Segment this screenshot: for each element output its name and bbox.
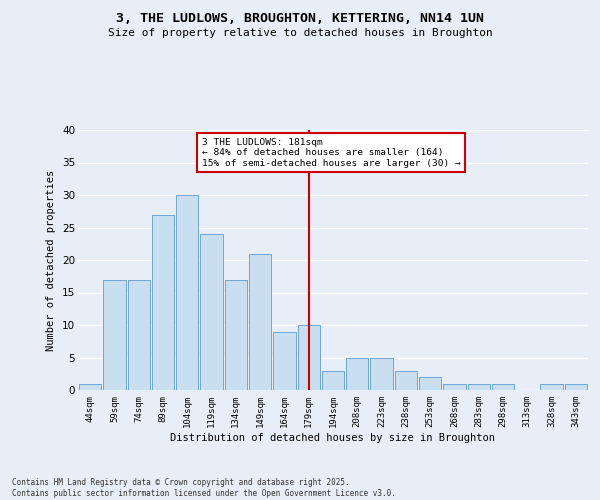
Bar: [541, 384, 563, 390]
Text: 3 THE LUDLOWS: 181sqm
← 84% of detached houses are smaller (164)
15% of semi-det: 3 THE LUDLOWS: 181sqm ← 84% of detached …: [202, 138, 461, 168]
Text: Size of property relative to detached houses in Broughton: Size of property relative to detached ho…: [107, 28, 493, 38]
Bar: [273, 332, 296, 390]
Bar: [419, 377, 442, 390]
Bar: [224, 280, 247, 390]
X-axis label: Distribution of detached houses by size in Broughton: Distribution of detached houses by size …: [170, 432, 496, 442]
Bar: [467, 384, 490, 390]
Bar: [103, 280, 125, 390]
Text: Contains HM Land Registry data © Crown copyright and database right 2025.
Contai: Contains HM Land Registry data © Crown c…: [12, 478, 396, 498]
Bar: [298, 325, 320, 390]
Bar: [322, 370, 344, 390]
Text: 3, THE LUDLOWS, BROUGHTON, KETTERING, NN14 1UN: 3, THE LUDLOWS, BROUGHTON, KETTERING, NN…: [116, 12, 484, 26]
Bar: [492, 384, 514, 390]
Y-axis label: Number of detached properties: Number of detached properties: [46, 170, 56, 350]
Bar: [370, 358, 393, 390]
Bar: [128, 280, 150, 390]
Bar: [346, 358, 368, 390]
Bar: [443, 384, 466, 390]
Bar: [200, 234, 223, 390]
Bar: [395, 370, 417, 390]
Bar: [176, 195, 199, 390]
Bar: [565, 384, 587, 390]
Bar: [249, 254, 271, 390]
Bar: [79, 384, 101, 390]
Bar: [152, 214, 174, 390]
